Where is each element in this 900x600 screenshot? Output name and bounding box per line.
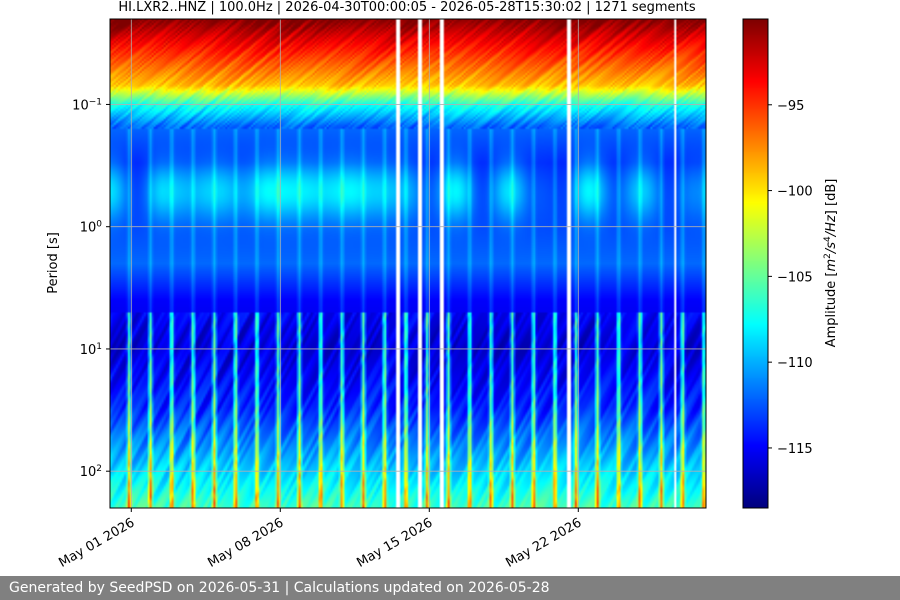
- colorbar-label: Amplitude [m2/s4/Hz] [dB]: [823, 179, 839, 348]
- footer-text: Generated by SeedPSD on 2026-05-31 | Cal…: [9, 580, 550, 596]
- y-tick-label: 101: [80, 342, 102, 358]
- colorbar-label-end: ] [dB]: [824, 179, 839, 216]
- y-tick-label: 100: [80, 220, 103, 236]
- colorbar-label-hz: Hz: [824, 214, 839, 232]
- x-tick-label: May 22 2026: [503, 515, 584, 570]
- colorbar-label-m: m: [824, 259, 839, 272]
- x-axis: May 01 2026 May 08 2026 May 15 2026 May 22 …: [56, 508, 584, 571]
- footer-bar: Generated by SeedPSD on 2026-05-31 | Cal…: [0, 576, 900, 600]
- plot-frame: [109, 18, 707, 509]
- colorbar-label-slash1: /: [824, 247, 839, 254]
- colorbar-frame: [742, 18, 769, 509]
- colorbar-tick-label: −95: [777, 99, 804, 114]
- y-tick-label: 102: [80, 464, 102, 480]
- chart-title: HI.LXR2..HNZ | 100.0Hz | 2026-04-30T00:0…: [118, 0, 696, 15]
- y-tick-label: 10−1: [72, 97, 102, 113]
- colorbar: [743, 19, 768, 508]
- y-axis: 10−1 100 101 102: [72, 97, 110, 480]
- colorbar-label-slash2: /: [824, 230, 839, 237]
- colorbar-label-main: Amplitude [: [824, 272, 839, 348]
- colorbar-tick-label: −100: [777, 185, 813, 200]
- grid-lines: [110, 19, 706, 508]
- colorbar-label-sup4: 4: [823, 236, 833, 242]
- x-tick-label: May 08 2026: [205, 515, 286, 570]
- colorbar-label-sup2: 2: [823, 253, 833, 259]
- colorbar-tick-label: −115: [777, 442, 813, 457]
- colorbar-tick-label: −105: [777, 270, 813, 285]
- x-tick-label: May 01 2026: [56, 515, 137, 570]
- x-tick-label: May 15 2026: [354, 515, 435, 570]
- y-axis-label: Period [s]: [46, 232, 61, 294]
- colorbar-ticks: −95 −100 −105 −110 −115: [768, 99, 813, 457]
- spectrogram-heatmap: [110, 19, 706, 508]
- colorbar-tick-label: −110: [777, 356, 813, 371]
- colorbar-label-s: s: [824, 242, 839, 249]
